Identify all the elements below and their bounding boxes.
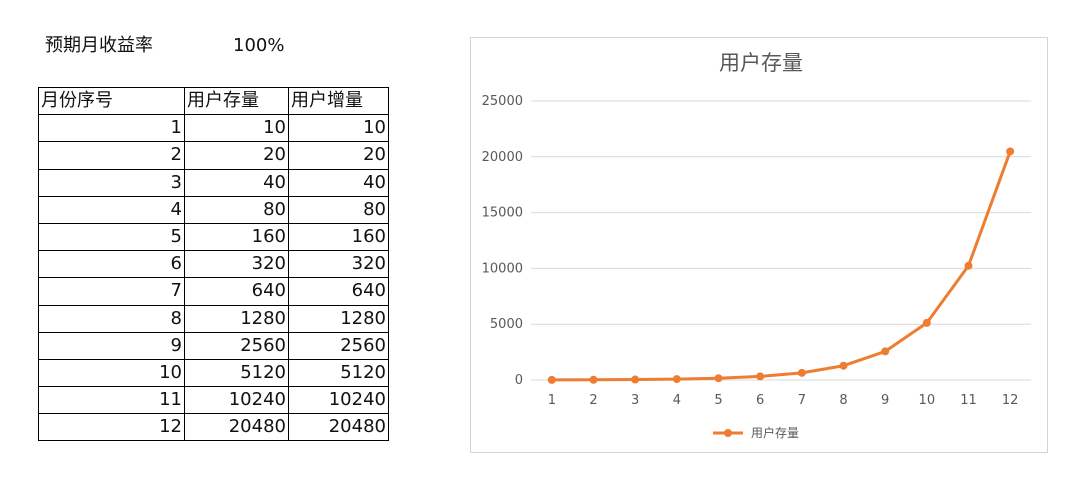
cell-month: 8 [38,304,185,333]
table-row: 12 20480 20480 [38,413,389,442]
cell-user-increment: 20 [288,141,389,170]
x-tick-label: 6 [756,393,764,408]
cell-user-stock: 10 [184,114,289,143]
x-tick-label: 1 [548,393,556,408]
user-stock-chart: 用户存量 0 5000 10000 15000 20000 25000 1 2 3 4 5 6 7 8 9 1… [470,37,1048,453]
cell-user-increment: 10 [288,114,389,143]
cell-month: 9 [38,331,185,360]
x-tick-label: 7 [798,393,806,408]
y-tick-label: 0 [515,373,523,388]
cell-user-increment: 10240 [288,386,389,415]
table-row: 3 40 40 [38,168,389,197]
y-tick-label: 15000 [482,206,523,221]
data-point [881,347,890,356]
x-tick-label: 10 [919,393,936,408]
data-point [547,375,556,384]
column-header-month: 月份序号 [38,86,185,116]
x-tick-label: 12 [1002,393,1019,408]
cell-user-stock: 10240 [184,386,289,415]
cell-user-stock: 5120 [184,358,289,388]
cell-user-increment: 160 [288,222,389,252]
cell-user-increment: 5120 [288,358,389,388]
x-tick-label: 2 [589,393,597,408]
legend-label: 用户存量 [751,425,799,440]
series-line [550,149,1012,382]
table-header-row: 月份序号 用户存量 用户增量 [38,86,389,116]
cell-month: 1 [38,114,185,143]
table-row: 6 320 320 [38,250,389,279]
cell-user-increment: 40 [288,168,389,197]
x-tick-label: 9 [881,393,889,408]
column-header-user-increment: 用户增量 [288,86,389,116]
legend-marker [724,429,732,437]
table-row: 11 10240 10240 [38,386,389,415]
cell-user-stock: 40 [184,168,289,197]
x-tick-label: 5 [714,393,722,408]
table-row: 9 2560 2560 [38,331,389,360]
cell-month: 4 [38,195,185,224]
data-point [756,372,765,381]
x-tick-label: 3 [631,393,639,408]
x-tick-label: 8 [839,393,847,408]
table-row: 1 10 10 [38,114,389,143]
y-tick-label: 25000 [482,94,523,109]
cell-month: 11 [38,386,185,415]
y-tick-label: 10000 [482,261,523,276]
cell-user-stock: 1280 [184,304,289,333]
data-point [797,368,806,377]
cell-user-stock: 640 [184,277,289,306]
data-point [964,261,973,270]
data-point [1006,147,1015,156]
cell-user-increment: 640 [288,277,389,306]
table-row: 7 640 640 [38,277,389,306]
cell-user-stock: 20480 [184,413,289,442]
y-tick-label: 5000 [490,317,523,332]
cell-user-stock: 20 [184,141,289,170]
cell-month: 7 [38,277,185,306]
table-row: 8 1280 1280 [38,304,389,333]
cell-user-stock: 80 [184,195,289,224]
expected-monthly-return-value: 100% [233,35,285,56]
y-tick-label: 20000 [482,150,523,165]
column-header-user-stock: 用户存量 [184,86,289,116]
cell-month: 5 [38,222,185,252]
data-point [922,318,931,327]
cell-month: 12 [38,413,185,442]
cell-user-increment: 320 [288,250,389,279]
data-point [589,375,598,384]
data-point [714,374,723,383]
cell-month: 3 [38,168,185,197]
x-tick-label: 4 [673,393,681,408]
table-row: 5 160 160 [38,222,389,252]
cell-user-increment: 20480 [288,413,389,442]
cell-user-increment: 2560 [288,331,389,360]
cell-month: 10 [38,358,185,388]
cell-user-stock: 2560 [184,331,289,360]
table-row: 2 20 20 [38,141,389,170]
chart-title: 用户存量 [719,51,803,75]
data-point [631,375,640,384]
data-point [672,375,681,384]
x-tick-label: 11 [960,393,977,408]
cell-user-stock: 160 [184,222,289,252]
cell-month: 6 [38,250,185,279]
data-point [839,361,848,370]
table-row: 10 5120 5120 [38,358,389,388]
cell-user-stock: 320 [184,250,289,279]
user-growth-table: 月份序号 用户存量 用户增量 1 10 10 2 20 20 3 40 40 4… [38,86,389,442]
cell-user-increment: 80 [288,195,389,224]
cell-month: 2 [38,141,185,170]
table-row: 4 80 80 [38,195,389,224]
expected-monthly-return-label: 预期月收益率 [45,35,153,56]
cell-user-increment: 1280 [288,304,389,333]
